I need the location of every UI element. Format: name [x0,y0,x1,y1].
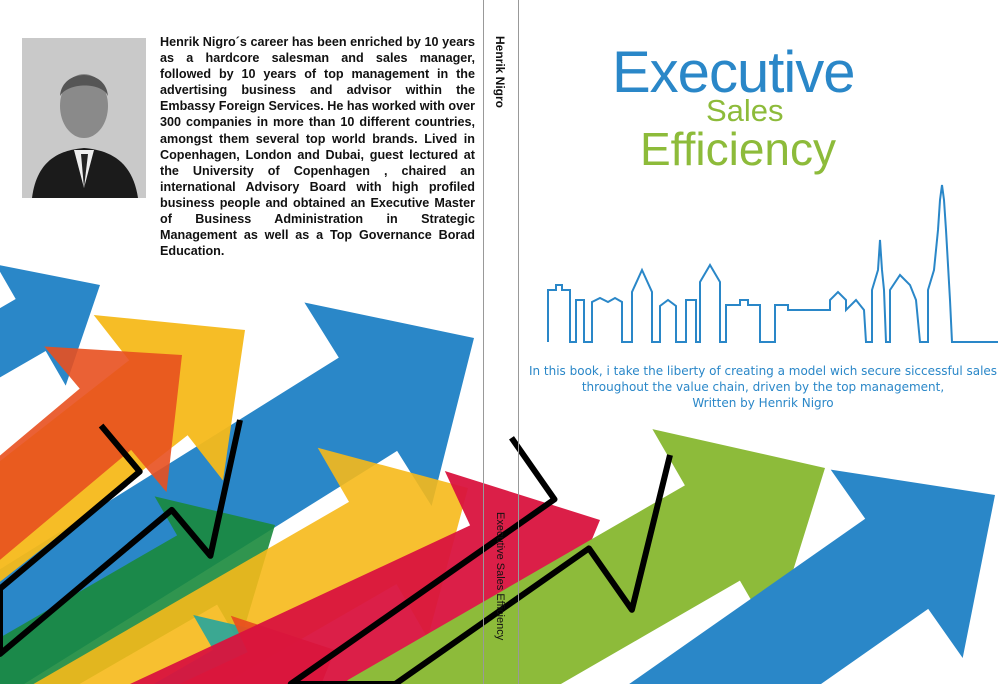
arrow-black-outline-front [287,436,673,684]
title-executive: Executive [612,40,855,105]
blurb-line-3: Written by Henrik Nigro [692,396,834,410]
arrow-red-front [130,471,600,684]
city-skyline [547,184,998,343]
title-sales: Sales [706,93,784,128]
arrow-blue-front [629,469,995,684]
spine-left-edge [483,0,484,684]
author-bio: Henrik Nigro´s career has been enriched … [160,35,475,259]
arrow-green-front [347,429,825,684]
blurb-line-1: In this book, i take the liberty of crea… [528,364,998,378]
front-blurb: In this book, i take the liberty of crea… [528,363,998,411]
blurb-line-2: throughout the value chain, driven by th… [581,380,945,394]
spine-author: Henrik Nigro [493,36,507,109]
spine-right-edge [518,0,519,684]
arrow-darkgreen-back [0,496,275,684]
title-efficiency: Efficiency [640,123,837,175]
arrow-orange-back [0,346,182,560]
author-photo [22,38,146,198]
arrow-yellow-lower [33,447,468,684]
spine-title: Executive Sales Efficiency [494,512,506,641]
arrow-black-outline-back [0,419,243,657]
